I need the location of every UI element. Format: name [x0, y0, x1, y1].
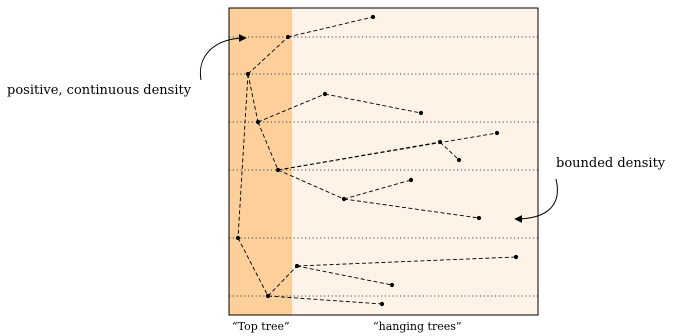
edge — [296, 256, 517, 267]
tree-node — [418, 110, 424, 116]
edge — [257, 121, 279, 171]
left-annotation-label: positive, continuous density — [7, 83, 192, 98]
tree-node — [265, 293, 271, 299]
tree-node — [379, 301, 385, 307]
tree-node — [322, 91, 328, 97]
tree-node — [437, 139, 443, 145]
tree-nodes — [235, 14, 519, 307]
tree-node — [285, 34, 291, 40]
edge — [324, 93, 422, 114]
hanging-trees-caption: “hanging trees” — [373, 320, 462, 333]
edge — [296, 265, 393, 286]
tree-node — [370, 14, 376, 20]
edge — [237, 73, 249, 239]
edge — [287, 16, 374, 38]
top-tree-caption: “Top tree” — [232, 320, 290, 333]
edge — [257, 93, 326, 123]
edge — [277, 141, 441, 171]
tree-node — [294, 263, 300, 269]
edge — [343, 198, 480, 219]
right-annotation-arrow — [514, 178, 558, 223]
left-annotation-arrow — [199, 34, 247, 81]
edge — [343, 179, 412, 200]
tree-node — [275, 167, 281, 173]
edge — [277, 169, 345, 200]
tree-node — [389, 282, 395, 288]
edge — [267, 265, 298, 297]
tree-node — [494, 130, 500, 136]
edge — [439, 141, 460, 161]
tree-node — [245, 71, 251, 77]
edge — [237, 237, 269, 297]
diagram-frame — [228, 7, 539, 316]
edge — [247, 73, 259, 123]
tree-node — [513, 254, 519, 260]
tree-node — [408, 177, 414, 183]
right-annotation-label: bounded density — [556, 156, 666, 171]
tree-node — [341, 196, 347, 202]
tree-node — [476, 215, 482, 221]
tree-node — [456, 157, 462, 163]
tree-edges — [237, 16, 517, 305]
tree-node — [235, 235, 241, 241]
tree-node — [255, 119, 261, 125]
edge — [247, 36, 289, 75]
top-tree-region — [229, 8, 292, 315]
